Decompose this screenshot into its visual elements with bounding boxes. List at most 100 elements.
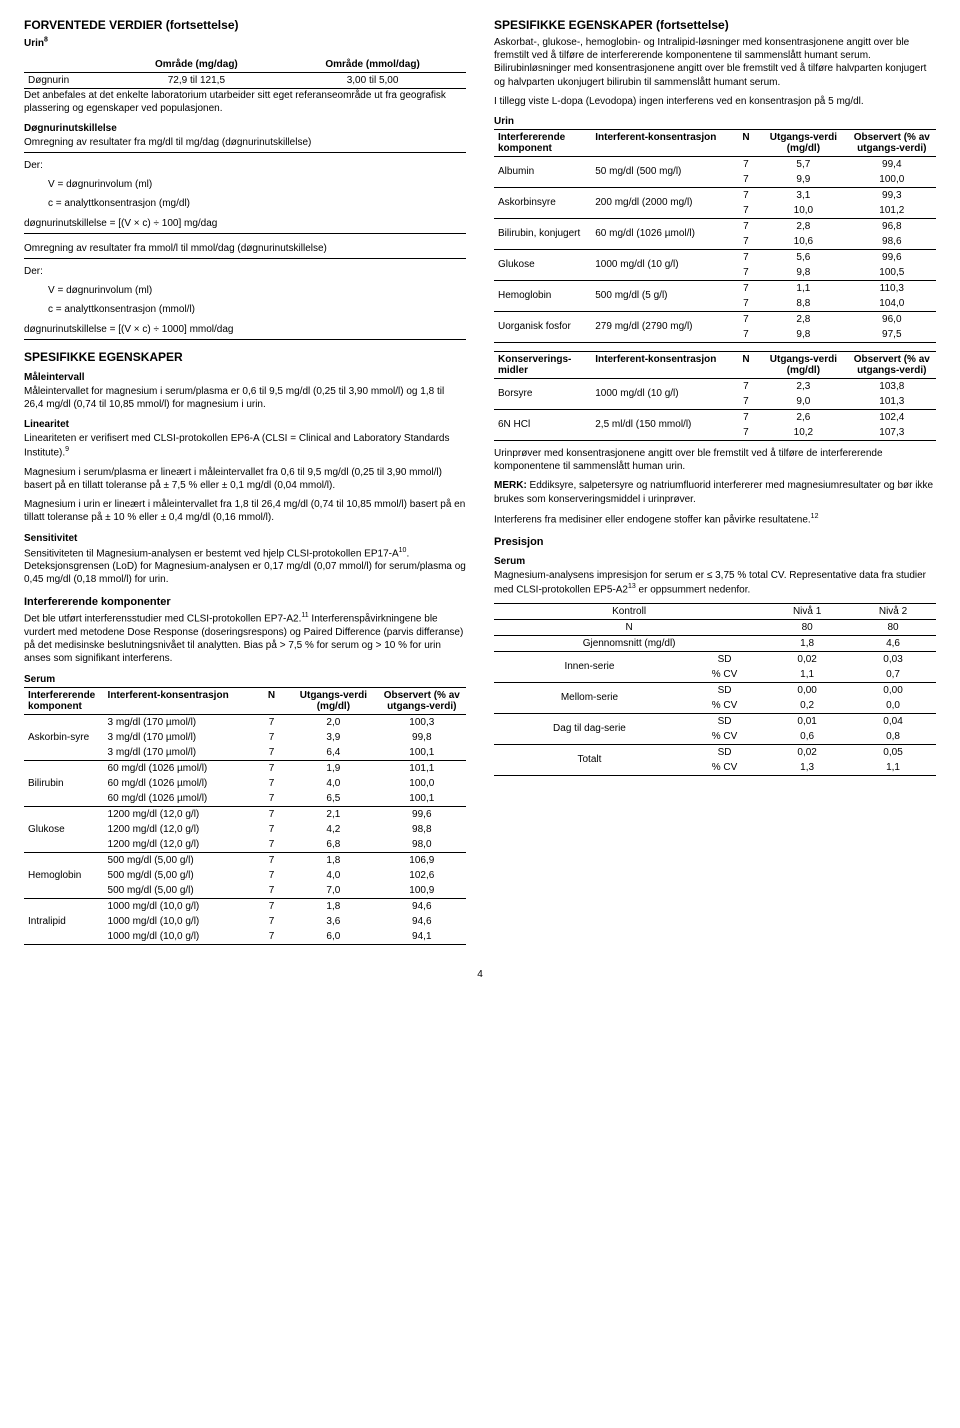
cell: % CV xyxy=(685,760,764,776)
cell: 110,3 xyxy=(848,280,936,296)
cell: 100,0 xyxy=(848,172,936,188)
eq-c2: c = analyttkonsentrasjon (mmol/l) xyxy=(24,303,466,316)
table-row: Uorganisk fosfor279 mg/dl (2790 mg/l)72,… xyxy=(494,311,936,327)
cell: 9,0 xyxy=(759,394,847,410)
cell: 0,01 xyxy=(764,713,850,729)
cell: 10,2 xyxy=(759,425,847,441)
cell: 3 mg/dl (170 µmol/l) xyxy=(104,730,254,745)
col-mgdag: Område (mg/dag) xyxy=(114,57,280,73)
table-row: Innen-serieSD0,020,03 xyxy=(494,651,936,667)
cell: 5,7 xyxy=(759,156,847,172)
cell: Glukose xyxy=(494,249,591,280)
merk-text: Eddiksyre, salpetersyre og natriumfluori… xyxy=(494,480,933,504)
cell: % CV xyxy=(685,667,764,683)
cell: 94,6 xyxy=(378,914,466,929)
cell: 102,4 xyxy=(848,409,936,425)
th-component: Interfererende komponent xyxy=(24,687,104,714)
cell: 1,8 xyxy=(289,898,377,914)
cell: 6,5 xyxy=(289,791,377,807)
table-konservering: Konserverings-midler Interferent-konsent… xyxy=(494,351,936,441)
eq-v1: V = døgnurinvolum (ml) xyxy=(24,178,466,191)
th-observert2: Observert (% av utgangs-verdi) xyxy=(848,129,936,156)
heading-serum: Serum xyxy=(24,674,466,685)
cell: 7 xyxy=(733,234,760,250)
cell: 96,0 xyxy=(848,311,936,327)
cell: 107,3 xyxy=(848,425,936,441)
table-row: Mellom-serieSD0,000,00 xyxy=(494,682,936,698)
cell: 98,0 xyxy=(378,837,466,853)
cell: 2,5 ml/dl (150 mmol/l) xyxy=(591,409,732,440)
pres-sup: 13 xyxy=(628,583,636,590)
cell: 1,1 xyxy=(764,667,850,683)
cell: Askorbinsyre xyxy=(494,187,591,218)
table-row: 6N HCl2,5 ml/dl (150 mmol/l)72,6102,4 xyxy=(494,409,936,425)
cell: 500 mg/dl (5 g/l) xyxy=(591,280,732,311)
cell: SD xyxy=(685,713,764,729)
cell: 98,6 xyxy=(848,234,936,250)
para-urinprover: Urinprøver med konsentrasjonene angitt o… xyxy=(494,447,936,473)
cell: 7 xyxy=(254,791,289,807)
cell: 500 mg/dl (5,00 g/l) xyxy=(104,883,254,899)
para-ldopa: I tillegg viste L-dopa (Levodopa) ingen … xyxy=(494,95,936,108)
cell: Askorbin-syre xyxy=(24,714,104,760)
table-row: Glukose1000 mg/dl (10 g/l)75,699,6 xyxy=(494,249,936,265)
table-row: Glukose1200 mg/dl (12,0 g/l)72,199,6 xyxy=(24,806,466,822)
cell: 200 mg/dl (2000 mg/l) xyxy=(591,187,732,218)
label-der2: Der: xyxy=(24,265,466,278)
pres-n2: Nivå 2 xyxy=(850,603,936,619)
cell: % CV xyxy=(685,698,764,714)
cell: 100,5 xyxy=(848,265,936,281)
heading-sensitivitet: Sensitivitet xyxy=(24,533,466,544)
cell: 100,3 xyxy=(378,714,466,730)
cell: 0,0 xyxy=(850,698,936,714)
pres-gj-label: Gjennomsnitt (mg/dl) xyxy=(494,635,764,651)
cell: 10,6 xyxy=(759,234,847,250)
cell: 7 xyxy=(254,852,289,868)
cell: 100,1 xyxy=(378,791,466,807)
cell: 2,8 xyxy=(759,311,847,327)
cell: 60 mg/dl (1026 µmol/l) xyxy=(104,791,254,807)
th-n: N xyxy=(254,687,289,714)
heading-presisjon: Presisjon xyxy=(494,536,936,548)
cell: 97,5 xyxy=(848,327,936,343)
cell: 0,02 xyxy=(764,744,850,760)
cell: 7 xyxy=(254,868,289,883)
para-interf2: Interferens fra medisiner eller endogene… xyxy=(494,512,936,527)
cell: 7 xyxy=(254,760,289,776)
heading-dognurin: Døgnurinutskillelse xyxy=(24,123,466,134)
cell: 1,8 xyxy=(289,852,377,868)
cell: Mellom-serie xyxy=(494,682,685,713)
cell: 1,3 xyxy=(764,760,850,776)
cell: 7 xyxy=(733,378,760,394)
cell: Totalt xyxy=(494,744,685,775)
cell: Bilirubin, konjugert xyxy=(494,218,591,249)
cell: 7 xyxy=(254,806,289,822)
cell: 100,0 xyxy=(378,776,466,791)
cell: 98,8 xyxy=(378,822,466,837)
cell: 7 xyxy=(733,394,760,410)
urin-sup: 8 xyxy=(44,37,48,44)
cell: 100,9 xyxy=(378,883,466,899)
cell: 9,8 xyxy=(759,327,847,343)
eq-v2: V = døgnurinvolum (ml) xyxy=(24,284,466,297)
cell: 279 mg/dl (2790 mg/l) xyxy=(591,311,732,342)
table-row: Bilirubin, konjugert60 mg/dl (1026 µmol/… xyxy=(494,218,936,234)
cell: 10,0 xyxy=(759,203,847,219)
cell: Hemoglobin xyxy=(24,852,104,898)
interf-a: Det ble utført interferensstudier med CL… xyxy=(24,614,301,625)
th-utgangs3: Utgangs-verdi (mg/dl) xyxy=(759,351,847,378)
th-utgangs: Utgangs-verdi (mg/dl) xyxy=(289,687,377,714)
cell: 1000 mg/dl (10 g/l) xyxy=(591,249,732,280)
th-concentration2: Interferent-konsentrasjon xyxy=(591,129,732,156)
table-serum-interference: Interfererende komponent Interferent-kon… xyxy=(24,687,466,945)
interf2-a: Interferens fra medisiner eller endogene… xyxy=(494,514,811,525)
cell: 101,1 xyxy=(378,760,466,776)
cell: 4,0 xyxy=(289,776,377,791)
urin-label: Urin xyxy=(24,38,44,49)
row-dognurin: Døgnurin xyxy=(24,72,114,88)
cell: 106,9 xyxy=(378,852,466,868)
cell: 7 xyxy=(733,311,760,327)
cell: 7 xyxy=(733,296,760,312)
cell: 500 mg/dl (5,00 g/l) xyxy=(104,852,254,868)
cell: 7 xyxy=(733,156,760,172)
